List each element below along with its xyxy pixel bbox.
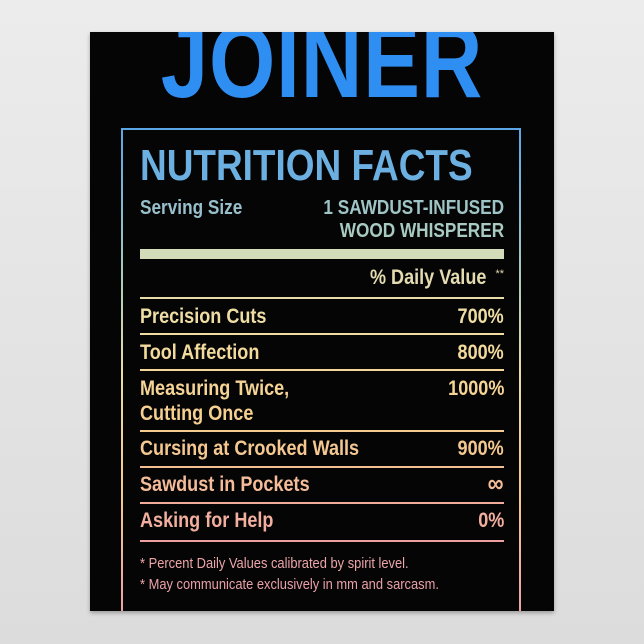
poster-title: JOINER (160, 32, 484, 120)
row-value: ∞ (488, 468, 504, 498)
row-value: 0% (477, 509, 504, 532)
row-label-line2: Cutting Once (140, 402, 254, 425)
row-label: Tool Affection (140, 341, 260, 364)
row-label: Asking for Help (140, 509, 274, 532)
row-value: 1000% (447, 377, 504, 400)
divider (140, 333, 504, 335)
serving-size-value-line2: WOOD WHISPERER (339, 220, 504, 242)
divider (140, 369, 504, 371)
row-label: Cursing at Crooked Walls (140, 437, 360, 460)
nutrition-facts-heading: NUTRITION FACTS (140, 141, 473, 190)
divider (140, 540, 504, 542)
row-label-line1: Measuring Twice, (140, 377, 290, 400)
divider (140, 502, 504, 504)
footnote: * Percent Daily Values calibrated by spi… (140, 555, 409, 572)
row-label: Precision Cuts (140, 305, 267, 328)
divider (140, 466, 504, 468)
row-label: Sawdust in Pockets (140, 473, 310, 496)
serving-size-label: Serving Size (140, 197, 243, 219)
daily-value-header: % Daily Value (369, 266, 486, 289)
row-value: 700% (457, 305, 504, 328)
divider (140, 430, 504, 432)
row-value: 900% (457, 437, 504, 460)
row-value: 800% (457, 341, 504, 364)
poster: JOINER NUTRITION FACTS Serving Size 1 SA… (90, 32, 554, 611)
footnote: * May communicate exclusively in mm and … (140, 576, 439, 593)
serving-size-value-line1: 1 SAWDUST-INFUSED (323, 197, 504, 219)
divider (140, 297, 504, 299)
daily-value-asterisks: ** (495, 268, 504, 280)
thick-divider (140, 249, 504, 259)
